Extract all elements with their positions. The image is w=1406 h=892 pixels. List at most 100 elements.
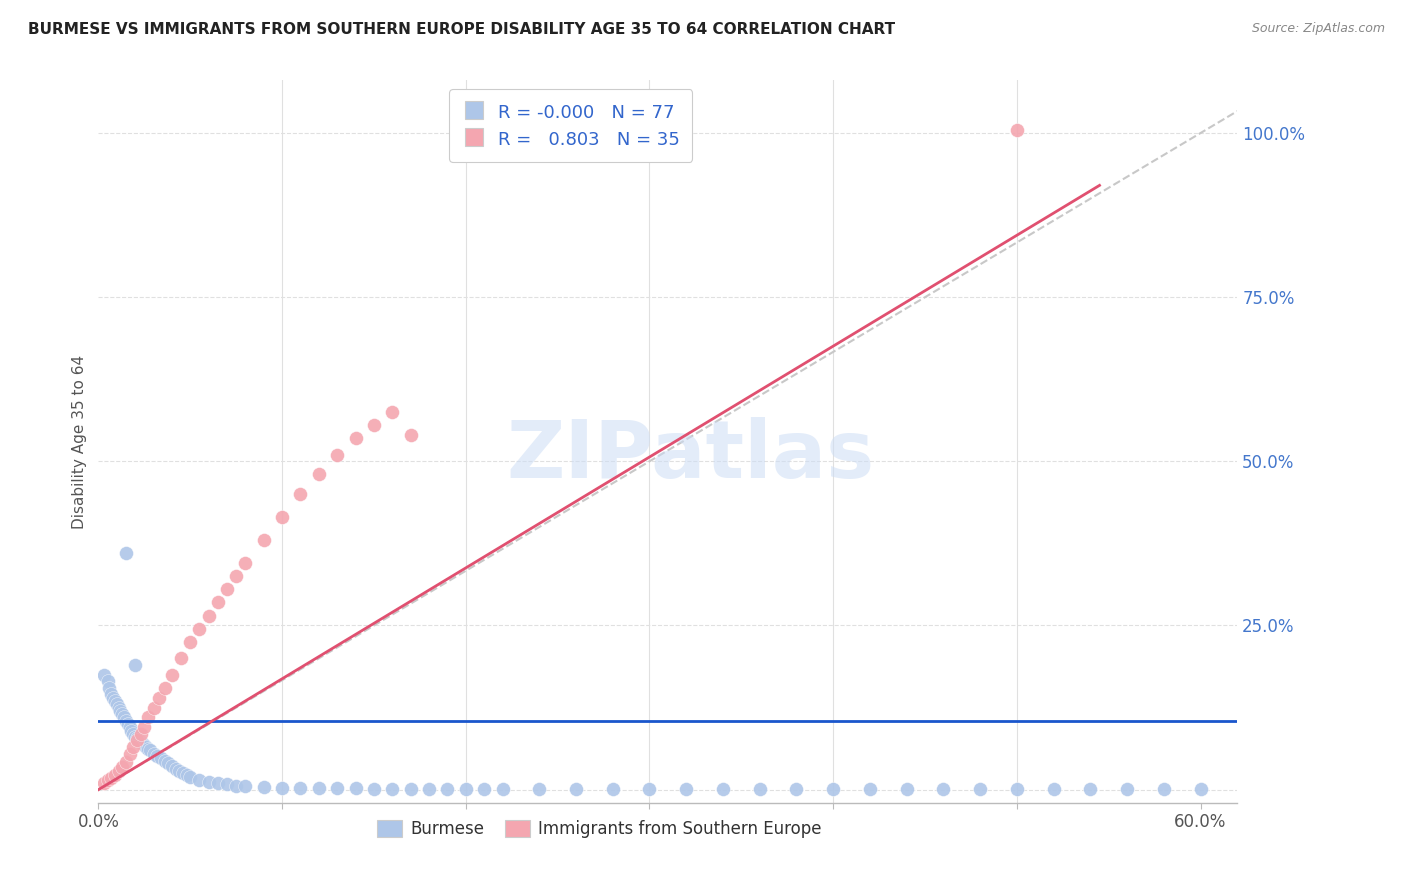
- Point: [125, 733, 148, 747]
- Point: [1189, 782, 1212, 797]
- Point: [121, 723, 143, 738]
- Point: [326, 781, 349, 796]
- Point: [1116, 782, 1139, 797]
- Point: [115, 546, 138, 560]
- Point: [97, 674, 120, 689]
- Point: [711, 782, 734, 797]
- Point: [167, 764, 190, 779]
- Point: [93, 667, 115, 681]
- Point: [308, 781, 330, 796]
- Point: [253, 533, 276, 547]
- Point: [148, 690, 170, 705]
- Point: [207, 776, 229, 790]
- Point: [100, 771, 122, 785]
- Point: [122, 727, 145, 741]
- Point: [271, 780, 294, 795]
- Point: [344, 781, 367, 796]
- Point: [344, 431, 367, 445]
- Text: Source: ZipAtlas.com: Source: ZipAtlas.com: [1251, 22, 1385, 36]
- Text: ZIPatlas: ZIPatlas: [506, 417, 875, 495]
- Point: [93, 776, 115, 790]
- Point: [235, 780, 257, 794]
- Point: [139, 743, 162, 757]
- Point: [381, 405, 404, 419]
- Point: [399, 428, 422, 442]
- Point: [100, 687, 122, 701]
- Point: [129, 727, 152, 741]
- Point: [157, 756, 180, 771]
- Point: [859, 782, 882, 797]
- Point: [290, 780, 312, 795]
- Point: [197, 608, 219, 623]
- Point: [136, 742, 159, 756]
- Point: [110, 704, 132, 718]
- Point: [124, 730, 146, 744]
- Point: [160, 759, 183, 773]
- Point: [491, 782, 513, 797]
- Point: [436, 782, 458, 797]
- Point: [179, 635, 201, 649]
- Point: [785, 782, 807, 797]
- Point: [153, 681, 176, 695]
- Point: [153, 754, 176, 768]
- Point: [176, 768, 198, 782]
- Legend: Burmese, Immigrants from Southern Europe: Burmese, Immigrants from Southern Europe: [371, 814, 828, 845]
- Point: [454, 782, 477, 797]
- Point: [602, 782, 624, 797]
- Point: [118, 720, 141, 734]
- Point: [225, 779, 247, 793]
- Point: [381, 782, 404, 797]
- Point: [179, 770, 201, 784]
- Point: [104, 694, 127, 708]
- Point: [101, 690, 124, 705]
- Point: [134, 720, 156, 734]
- Point: [104, 768, 127, 782]
- Point: [308, 467, 330, 482]
- Point: [1005, 782, 1028, 797]
- Point: [128, 733, 150, 747]
- Point: [129, 735, 152, 749]
- Point: [207, 595, 229, 609]
- Point: [125, 731, 148, 746]
- Point: [225, 569, 247, 583]
- Point: [748, 782, 770, 797]
- Point: [160, 667, 183, 681]
- Point: [1078, 782, 1101, 797]
- Point: [188, 622, 211, 636]
- Point: [638, 782, 661, 797]
- Point: [188, 772, 211, 787]
- Point: [117, 717, 139, 731]
- Point: [1042, 782, 1064, 797]
- Point: [896, 782, 918, 797]
- Point: [115, 755, 138, 769]
- Point: [675, 782, 697, 797]
- Point: [969, 782, 991, 797]
- Point: [112, 710, 135, 724]
- Point: [253, 780, 276, 794]
- Point: [271, 510, 294, 524]
- Point: [235, 556, 257, 570]
- Point: [215, 582, 238, 597]
- Point: [107, 700, 129, 714]
- Point: [135, 739, 157, 754]
- Point: [932, 782, 955, 797]
- Point: [565, 782, 588, 797]
- Point: [215, 777, 238, 791]
- Point: [472, 782, 495, 797]
- Point: [111, 760, 134, 774]
- Point: [363, 418, 385, 433]
- Point: [529, 782, 551, 797]
- Point: [111, 707, 134, 722]
- Point: [290, 487, 312, 501]
- Point: [142, 747, 165, 761]
- Point: [118, 747, 141, 761]
- Text: BURMESE VS IMMIGRANTS FROM SOUTHERN EUROPE DISABILITY AGE 35 TO 64 CORRELATION C: BURMESE VS IMMIGRANTS FROM SOUTHERN EURO…: [28, 22, 896, 37]
- Point: [146, 748, 169, 763]
- Point: [1005, 122, 1028, 136]
- Point: [170, 651, 193, 665]
- Point: [107, 764, 129, 779]
- Point: [105, 698, 128, 712]
- Point: [142, 700, 165, 714]
- Point: [399, 782, 422, 797]
- Point: [363, 782, 385, 797]
